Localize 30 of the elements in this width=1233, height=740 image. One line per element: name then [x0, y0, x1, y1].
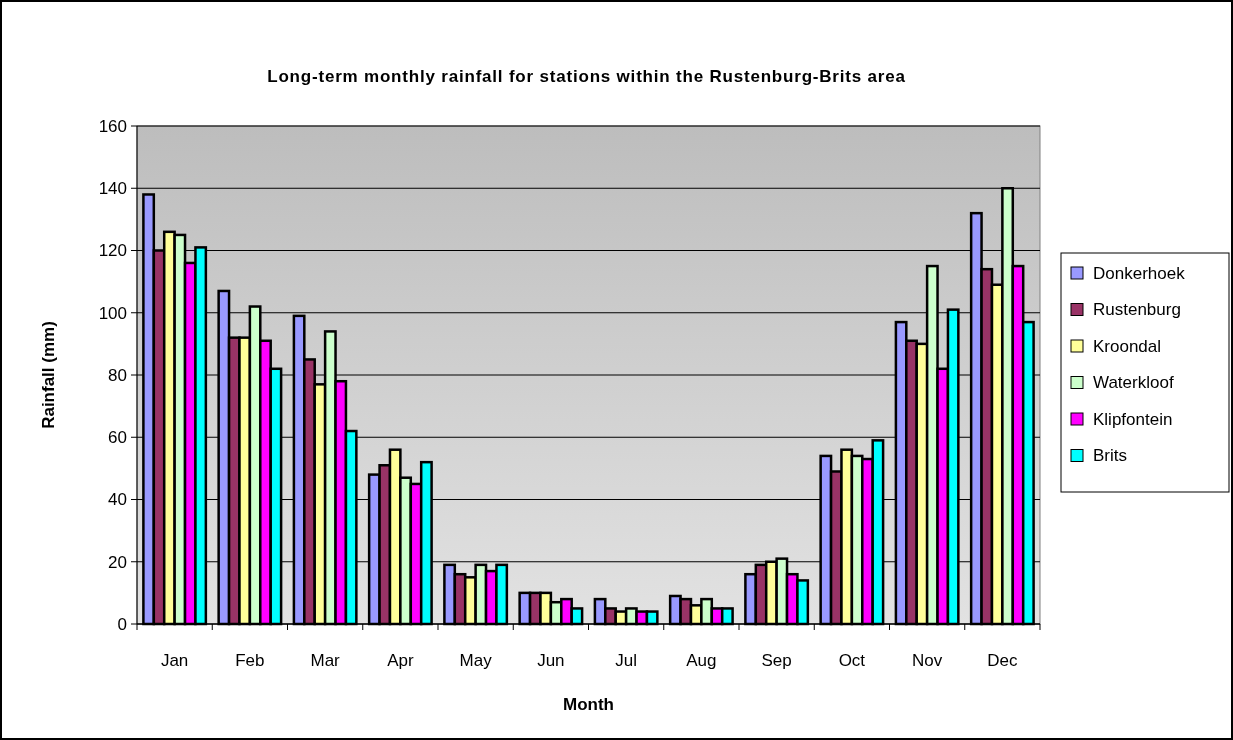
- y-tick-label: 40: [108, 490, 127, 510]
- y-tick-label: 0: [117, 614, 127, 634]
- x-tick-label: Oct: [838, 651, 866, 670]
- legend-label: Kroondal: [1093, 336, 1162, 356]
- x-tick-label: Jul: [615, 651, 637, 670]
- y-axis-title: Rainfall (mm): [39, 321, 58, 429]
- x-tick-label: Jun: [537, 651, 565, 670]
- x-axis-title: Month: [563, 695, 614, 714]
- y-tick-label: 60: [108, 428, 127, 448]
- legend-label: Rustenburg: [1093, 300, 1181, 320]
- y-tick-label: 20: [108, 552, 127, 572]
- legend-label: Waterkloof: [1093, 373, 1174, 393]
- legend-label: Donkerhoek: [1093, 263, 1186, 283]
- legend-label: Klipfontein: [1093, 409, 1173, 429]
- y-tick-label: 80: [108, 365, 127, 385]
- x-tick-label: Apr: [387, 651, 414, 670]
- x-tick-label: Dec: [987, 651, 1018, 670]
- y-tick-label: 160: [98, 116, 127, 136]
- x-tick-label: Aug: [686, 651, 717, 670]
- x-tick-label: Mar: [310, 651, 341, 670]
- x-tick-label: Nov: [912, 651, 943, 670]
- x-tick-label: Feb: [235, 651, 265, 670]
- legend-label: Brits: [1093, 446, 1127, 466]
- y-tick-label: 140: [98, 179, 127, 199]
- y-tick-label: 120: [98, 241, 127, 261]
- chart-title: Long-term monthly rainfall for stations within the Rustenburg-Brits area: [267, 67, 906, 86]
- x-tick-label: Jan: [160, 651, 189, 670]
- x-tick-label: May: [459, 651, 493, 670]
- y-tick-label: 100: [98, 303, 127, 323]
- x-tick-label: Sep: [761, 651, 792, 670]
